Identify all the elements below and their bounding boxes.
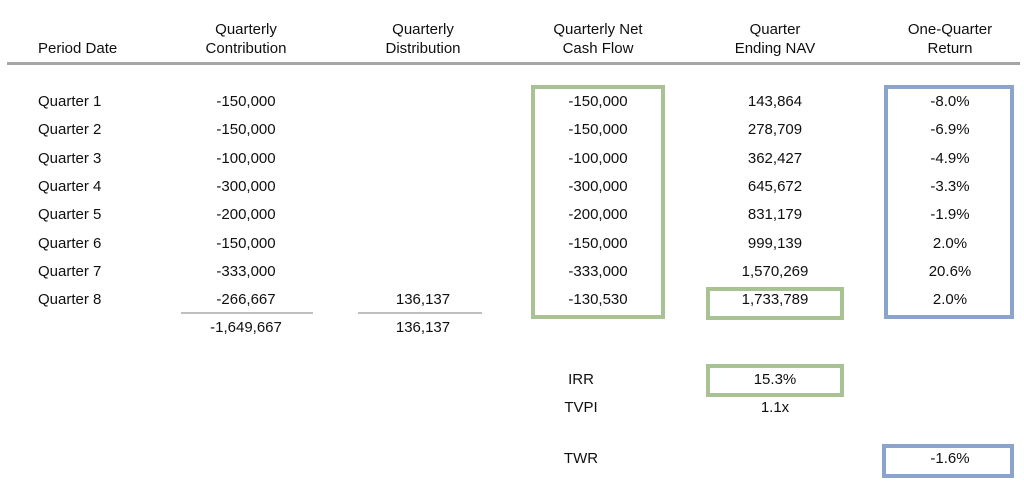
cell-contribution: -333,000 [216,263,276,280]
contribution-total-rule [181,312,313,314]
cell-return: -3.3% [930,178,970,195]
tvpi-value: 1.1x [760,399,790,416]
cell-distribution: 136,137 [395,291,451,308]
column-header-period-date: Period Date [38,40,118,57]
header-divider-rule [7,62,1020,65]
cell-return: -6.9% [930,121,970,138]
cell-net-cash-flow: -100,000 [568,150,628,167]
column-header-ending-nav-line2: Ending NAV [734,40,816,57]
cell-ending-nav: 278,709 [747,121,803,138]
irr-label: IRR [568,371,594,388]
cell-contribution: -266,667 [216,291,276,308]
cell-return: -8.0% [930,93,970,110]
cell-period: Quarter 3 [38,150,102,167]
cell-distribution [358,88,488,116]
cell-net-cash-flow: -200,000 [568,206,628,223]
cell-period: Quarter 2 [38,121,102,138]
column-header-net-cash-flow-line1: Quarterly Net [553,21,643,38]
cell-period: Quarter 4 [38,178,102,195]
column-header-net-cash-flow-line2: Cash Flow [562,40,634,57]
cell-net-cash-flow: -150,000 [568,93,628,110]
column-header-ending-nav-line1: Quarter [749,21,801,38]
cell-ending-nav: 1,733,789 [741,291,809,308]
column-header-distribution-line1: Quarterly [392,21,454,38]
distribution-total-rule [358,312,482,314]
twr-label: TWR [563,450,599,467]
cell-ending-nav: 362,427 [747,150,803,167]
cell-net-cash-flow: -333,000 [568,263,628,280]
cell-distribution [358,145,488,173]
column-header-distribution-line2: Distribution [385,40,461,57]
total-distribution: 136,137 [395,319,451,336]
cell-net-cash-flow: -150,000 [568,235,628,252]
cell-contribution: -150,000 [216,121,276,138]
cell-ending-nav: 645,672 [747,178,803,195]
column-header-return-line1: One-Quarter [907,21,993,38]
tvpi-label: TVPI [564,399,598,416]
cell-return: 2.0% [932,235,968,252]
cell-net-cash-flow: -300,000 [568,178,628,195]
cell-contribution: -300,000 [216,178,276,195]
total-contribution: -1,649,667 [210,319,282,336]
cell-return: 2.0% [932,291,968,308]
cell-contribution: -100,000 [216,150,276,167]
cell-period: Quarter 7 [38,263,102,280]
cell-period: Quarter 6 [38,235,102,252]
column-header-contribution-line1: Quarterly [215,21,277,38]
cell-ending-nav: 1,570,269 [741,263,809,280]
cell-ending-nav: 143,864 [747,93,803,110]
cell-contribution: -200,000 [216,206,276,223]
column-header-return-line2: Return [927,40,973,57]
cell-period: Quarter 5 [38,206,102,223]
cell-contribution: -150,000 [216,235,276,252]
cell-distribution [358,258,488,286]
cell-distribution [358,173,488,201]
cell-return: -4.9% [930,150,970,167]
cell-distribution [358,230,488,258]
cell-ending-nav: 831,179 [747,206,803,223]
irr-value: 15.3% [753,371,797,388]
cell-period: Quarter 8 [38,291,102,308]
cell-distribution [358,116,488,144]
cell-ending-nav: 999,139 [747,235,803,252]
cell-net-cash-flow: -130,530 [568,291,628,308]
cell-distribution [358,201,488,229]
cell-period: Quarter 1 [38,93,102,110]
cell-return: -1.9% [930,206,970,223]
cell-return: 20.6% [928,263,972,280]
cell-net-cash-flow: -150,000 [568,121,628,138]
cell-contribution: -150,000 [216,93,276,110]
column-header-contribution-line2: Contribution [205,40,287,57]
twr-value: -1.6% [930,450,970,467]
